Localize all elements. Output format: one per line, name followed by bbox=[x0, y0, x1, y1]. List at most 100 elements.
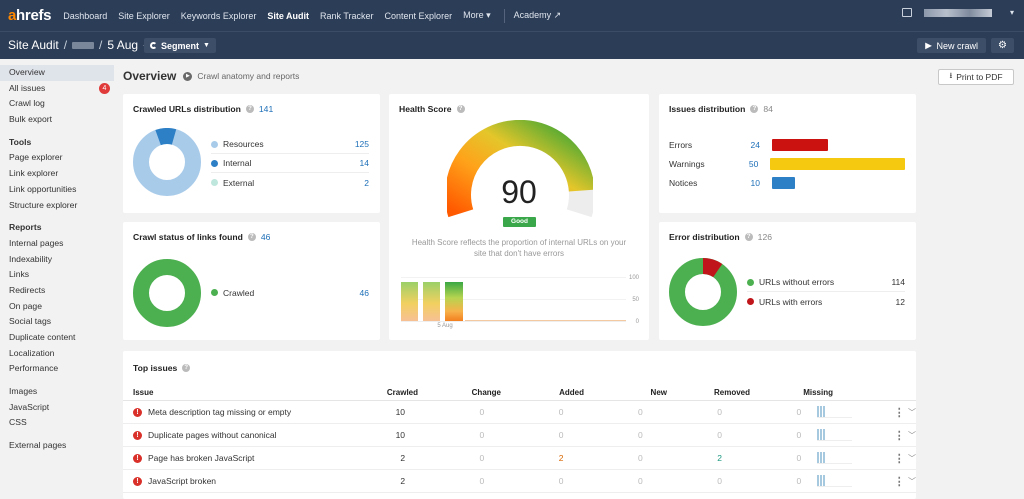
cell-missing[interactable]: 0 bbox=[796, 453, 802, 463]
nav-dashboard[interactable]: Dashboard bbox=[63, 10, 108, 21]
crawl-date-dropdown[interactable]: 5 Aug▼ bbox=[107, 38, 149, 52]
col-header-added[interactable]: Added bbox=[559, 387, 584, 397]
legend-row-resources[interactable]: Resources 125 bbox=[211, 135, 369, 154]
col-header-new[interactable]: New bbox=[650, 387, 667, 397]
legend-row-urls-without-errors[interactable]: URLs without errors 114 bbox=[747, 273, 905, 292]
sidebar-item-indexability[interactable]: Indexability bbox=[9, 253, 52, 264]
nav-content-explorer[interactable]: Content Explorer bbox=[384, 10, 453, 21]
sidebar-item-overview[interactable]: Overview bbox=[0, 65, 114, 81]
help-icon[interactable]: ? bbox=[744, 233, 753, 241]
sidebar-item-bulk-export[interactable]: Bulk export bbox=[9, 114, 52, 125]
monitor-icon[interactable] bbox=[901, 8, 912, 17]
project-name-blurred[interactable] bbox=[72, 41, 95, 49]
cell-crawled[interactable]: 10 bbox=[395, 430, 406, 440]
cell-removed[interactable]: 0 bbox=[717, 476, 722, 486]
nav-rank-tracker[interactable]: Rank Tracker bbox=[320, 10, 374, 21]
chevron-down-icon[interactable]: ﹀ bbox=[908, 407, 917, 417]
cell-removed[interactable]: 0 bbox=[717, 407, 722, 417]
print-to-pdf-button[interactable]: ⭳ Print to PDF bbox=[938, 69, 1014, 85]
account-name-blurred[interactable] bbox=[923, 8, 992, 17]
history-bar[interactable] bbox=[423, 282, 440, 321]
cell-removed[interactable]: 2 bbox=[717, 453, 722, 463]
cell-crawled[interactable]: 2 bbox=[400, 453, 406, 463]
help-icon[interactable]: ? bbox=[182, 364, 191, 372]
cell-new[interactable]: 0 bbox=[638, 453, 643, 463]
new-crawl-button[interactable]: ▶ New crawl bbox=[917, 38, 986, 53]
overview-subtitle-link[interactable]: Crawl anatomy and reports bbox=[197, 71, 300, 81]
chevron-down-icon[interactable]: ▾ bbox=[1009, 8, 1014, 17]
sidebar-item-link-explorer[interactable]: Link explorer bbox=[9, 168, 59, 179]
cell-added[interactable]: 0 bbox=[558, 476, 564, 486]
cell-added[interactable]: 2 bbox=[558, 453, 564, 463]
more-actions-icon[interactable]: ⋮ bbox=[893, 452, 905, 465]
col-header-change[interactable]: Change bbox=[471, 387, 501, 397]
history-bar[interactable] bbox=[401, 282, 418, 321]
sidebar-item-on-page[interactable]: On page bbox=[9, 300, 42, 311]
col-header-crawled[interactable]: Crawled bbox=[386, 387, 418, 397]
sidebar-item-javascript[interactable]: JavaScript bbox=[9, 401, 50, 412]
segment-button[interactable]: Segment ▼ bbox=[144, 38, 216, 53]
chevron-down-icon[interactable]: ﹀ bbox=[908, 453, 917, 463]
cell-new[interactable]: 0 bbox=[638, 476, 643, 486]
sidebar-item-external-pages[interactable]: External pages bbox=[9, 440, 67, 451]
cell-new[interactable]: 0 bbox=[638, 430, 643, 440]
legend-row-external[interactable]: External 2 bbox=[211, 173, 369, 192]
more-actions-icon[interactable]: ⋮ bbox=[893, 406, 905, 419]
issues-row-warnings[interactable]: Warnings 50 bbox=[669, 156, 905, 171]
sidebar-item-page-explorer[interactable]: Page explorer bbox=[9, 152, 63, 163]
col-header-issue[interactable]: Issue bbox=[133, 387, 154, 397]
sidebar-item-internal-pages[interactable]: Internal pages bbox=[9, 237, 64, 248]
col-header-removed[interactable]: Removed bbox=[713, 387, 750, 397]
sidebar-item-css[interactable]: CSS bbox=[9, 417, 27, 428]
issue-name-link[interactable]: Duplicate pages without canonical bbox=[148, 430, 277, 440]
sidebar-item-localization[interactable]: Localization bbox=[9, 347, 55, 358]
help-icon[interactable]: ? bbox=[247, 233, 256, 241]
table-row[interactable]: ! Meta description tag missing or empty 1… bbox=[123, 401, 916, 424]
table-row[interactable]: ! Page has broken JavaScript 2 0 2 0 2 0 … bbox=[123, 447, 916, 470]
help-icon[interactable]: ? bbox=[245, 105, 254, 113]
nav-more-menu[interactable]: More ▾ bbox=[463, 10, 491, 20]
issue-name-link[interactable]: Page has broken JavaScript bbox=[148, 453, 255, 463]
issue-name-link[interactable]: Meta description tag missing or empty bbox=[148, 407, 292, 417]
sidebar-item-social-tags[interactable]: Social tags bbox=[9, 316, 52, 327]
sidebar-item-links[interactable]: Links bbox=[9, 269, 30, 280]
sidebar-item-link-opportunities[interactable]: Link opportunities bbox=[9, 183, 77, 194]
play-video-icon[interactable]: ▶ bbox=[183, 71, 193, 81]
sidebar-item-performance[interactable]: Performance bbox=[9, 363, 59, 374]
cell-crawled[interactable]: 10 bbox=[395, 407, 406, 417]
sidebar-item-images[interactable]: Images bbox=[9, 386, 38, 397]
sidebar-item-redirects[interactable]: Redirects bbox=[9, 284, 46, 295]
nav-site-explorer[interactable]: Site Explorer bbox=[118, 10, 170, 21]
sidebar-item-duplicate-content[interactable]: Duplicate content bbox=[9, 332, 76, 342]
table-row[interactable]: ! Duplicate pages without canonical 10 0 … bbox=[123, 424, 916, 447]
more-actions-icon[interactable]: ⋮ bbox=[893, 475, 905, 488]
cell-missing[interactable]: 0 bbox=[796, 430, 802, 440]
issues-row-notices[interactable]: Notices 10 bbox=[669, 175, 905, 190]
nav-academy[interactable]: Academy ↗ bbox=[513, 10, 562, 20]
cell-removed[interactable]: 0 bbox=[717, 430, 722, 440]
card-count-link[interactable]: 141 bbox=[258, 104, 274, 114]
cell-added[interactable]: 0 bbox=[558, 407, 564, 417]
settings-button[interactable]: ⚙ bbox=[991, 38, 1014, 53]
breadcrumb-site-audit[interactable]: Site Audit bbox=[8, 38, 59, 52]
issues-row-errors[interactable]: Errors 24 bbox=[669, 137, 905, 152]
col-header-missing[interactable]: Missing bbox=[803, 387, 833, 397]
nav-site-audit[interactable]: Site Audit bbox=[267, 10, 309, 21]
cell-missing[interactable]: 0 bbox=[796, 476, 802, 486]
issue-name-link[interactable]: JavaScript broken bbox=[148, 476, 217, 486]
legend-row-crawled[interactable]: Crawled 46 bbox=[211, 283, 369, 302]
legend-row-internal[interactable]: Internal 14 bbox=[211, 154, 369, 173]
cell-added[interactable]: 0 bbox=[558, 430, 564, 440]
cell-crawled[interactable]: 2 bbox=[400, 476, 406, 486]
ahrefs-logo[interactable]: ahrefs bbox=[8, 7, 52, 24]
help-icon[interactable]: ? bbox=[456, 105, 465, 113]
sidebar-item-structure-explorer[interactable]: Structure explorer bbox=[9, 199, 78, 210]
table-row[interactable]: ! JavaScript broken 2 0 0 0 0 0 ⋮ ﹀ bbox=[123, 470, 916, 493]
chevron-down-icon[interactable]: ﹀ bbox=[908, 430, 917, 440]
sidebar-item-all-issues[interactable]: All issues 4 bbox=[0, 81, 114, 97]
nav-keywords-explorer[interactable]: Keywords Explorer bbox=[180, 10, 257, 21]
more-actions-icon[interactable]: ⋮ bbox=[893, 429, 905, 442]
legend-row-urls-with-errors[interactable]: URLs with errors 12 bbox=[747, 292, 905, 311]
sidebar-item-crawl-log[interactable]: Crawl log bbox=[9, 98, 45, 109]
help-icon[interactable]: ? bbox=[750, 105, 759, 113]
